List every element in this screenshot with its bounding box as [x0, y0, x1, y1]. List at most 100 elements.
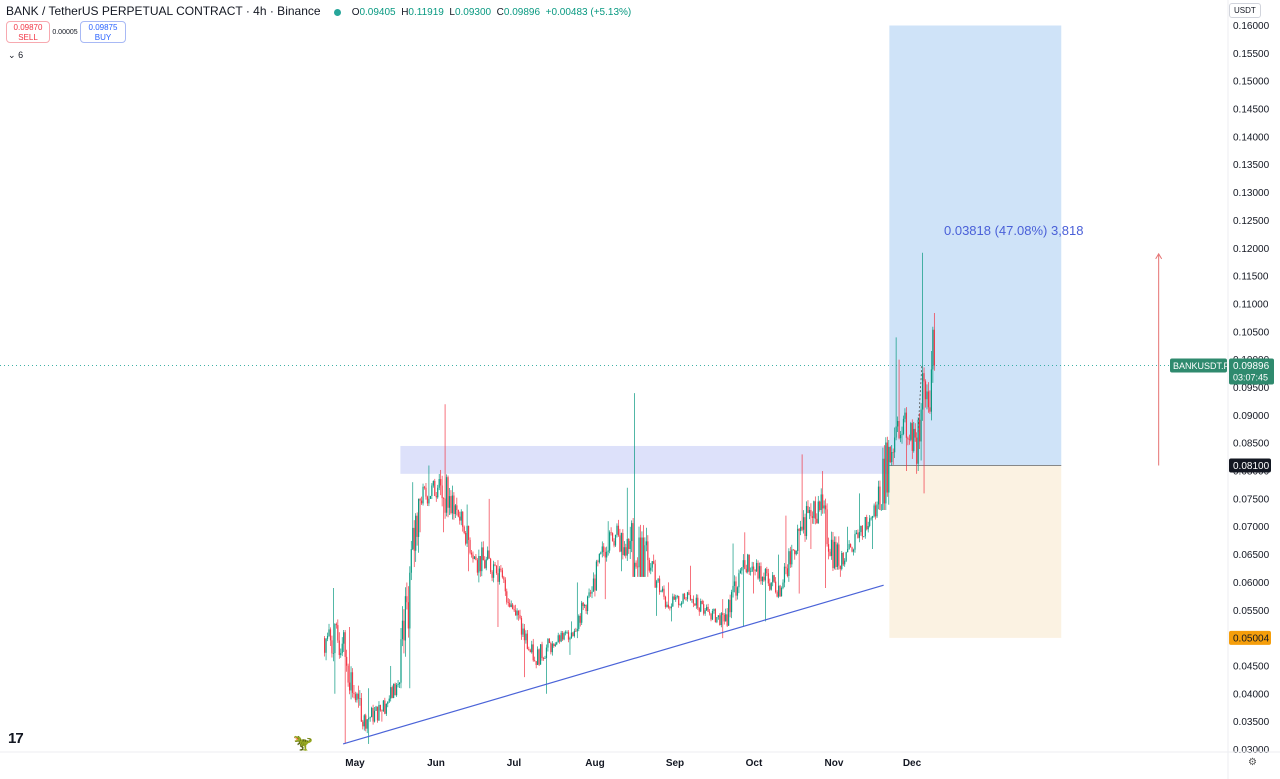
candle-body — [448, 496, 451, 508]
candle-body — [337, 625, 339, 641]
candle-body — [770, 582, 772, 590]
candle-body — [503, 577, 505, 580]
candle-body — [764, 569, 766, 581]
candle-body — [541, 644, 543, 659]
candle-body — [632, 523, 634, 577]
candle-body — [623, 547, 625, 556]
candle-body — [794, 549, 796, 555]
candle-body — [362, 721, 364, 727]
candle-body — [933, 329, 935, 366]
candle-body — [479, 556, 481, 572]
candle-body — [343, 632, 345, 644]
candle-body — [839, 565, 841, 569]
candle-body — [730, 592, 733, 613]
candle-body — [932, 329, 934, 370]
tradingview-logo-icon[interactable]: 17 — [8, 730, 24, 747]
candle-body — [494, 564, 496, 566]
candle-body — [654, 563, 656, 588]
candle-body — [729, 599, 731, 613]
symbol-title[interactable]: BANK / TetherUS PERPETUAL CONTRACT · 4h … — [6, 4, 321, 18]
candle-body — [329, 629, 332, 641]
y-tick-label: 0.14500 — [1233, 105, 1270, 116]
candle-body — [620, 533, 622, 552]
indicators-toggle[interactable]: ⌄ 6 — [8, 50, 24, 60]
market-status-icon — [333, 8, 341, 16]
candle-body — [892, 452, 894, 453]
candle-body — [852, 549, 855, 552]
candle-body — [528, 648, 530, 651]
candle-body — [706, 606, 708, 611]
candle-body — [564, 632, 567, 634]
candle-body — [397, 684, 399, 685]
candle-body — [523, 628, 526, 641]
candle-body — [398, 682, 401, 685]
candle-body — [492, 564, 495, 578]
candle-body — [376, 706, 379, 721]
y-tick-label: 0.04000 — [1233, 689, 1270, 700]
candle-body — [841, 553, 843, 569]
y-tick-label: 0.04500 — [1233, 661, 1270, 672]
settings-gear-icon[interactable]: ⚙ — [1248, 757, 1257, 768]
candle-body — [661, 588, 664, 592]
candle-body — [331, 640, 333, 654]
entry-price-label-bg — [1229, 458, 1271, 473]
chart-legend: BANK / TetherUS PERPETUAL CONTRACT · 4h … — [6, 4, 631, 18]
candle-body — [683, 593, 686, 599]
candle-body — [572, 632, 574, 637]
candle-body — [867, 525, 869, 530]
candle-body — [822, 494, 824, 509]
candle-body — [645, 541, 647, 546]
candle-body — [742, 560, 744, 568]
candle-body — [604, 551, 606, 558]
candle-body — [792, 549, 794, 551]
candle-body — [544, 658, 546, 659]
candle-body — [429, 495, 431, 499]
candle-body — [447, 477, 449, 508]
candle-body — [625, 547, 627, 556]
candle-body — [879, 486, 881, 511]
candle-body — [475, 556, 477, 561]
candle-body — [917, 419, 919, 464]
candle-body — [858, 532, 860, 538]
candle-body — [708, 611, 711, 614]
candle-body — [714, 609, 717, 623]
candle-body — [378, 704, 380, 721]
candle-body — [722, 613, 724, 615]
candle-body — [635, 562, 637, 567]
y-tick-label: 0.06000 — [1233, 578, 1270, 589]
y-tick-label: 0.13000 — [1233, 188, 1270, 199]
candle-body — [404, 596, 407, 641]
candle-body — [609, 532, 611, 551]
candle-body — [444, 498, 446, 513]
candle-body — [838, 544, 840, 566]
candle-body — [636, 566, 639, 568]
candle-body — [739, 570, 741, 574]
currency-unit-selector[interactable]: USDT — [1229, 3, 1261, 18]
candle-body — [720, 613, 722, 626]
candle-body — [438, 479, 440, 488]
y-tick-label: 0.06500 — [1233, 550, 1270, 561]
candle-body — [888, 447, 890, 493]
y-tick-label: 0.08500 — [1233, 439, 1270, 450]
candle-body — [773, 575, 775, 582]
candle-body — [466, 525, 468, 544]
candle-body — [611, 533, 614, 541]
candle-body — [482, 547, 484, 561]
sell-button[interactable]: 0.09870 SELL — [6, 21, 50, 43]
candle-body — [359, 698, 361, 699]
candle-body — [356, 693, 358, 701]
spread-value: 0.00005 — [52, 28, 78, 36]
candle-body — [394, 683, 396, 696]
candle-body — [403, 620, 405, 641]
y-tick-label: 0.03000 — [1233, 745, 1270, 756]
candle-body — [525, 633, 527, 641]
candle-body — [594, 578, 596, 591]
buy-button[interactable]: 0.09875 BUY — [80, 21, 126, 43]
candle-body — [456, 505, 458, 511]
candle-body — [647, 541, 649, 561]
candle-body — [926, 391, 928, 400]
x-tick-label: Sep — [666, 758, 684, 769]
candle-body — [848, 544, 850, 550]
candle-body — [634, 562, 636, 577]
